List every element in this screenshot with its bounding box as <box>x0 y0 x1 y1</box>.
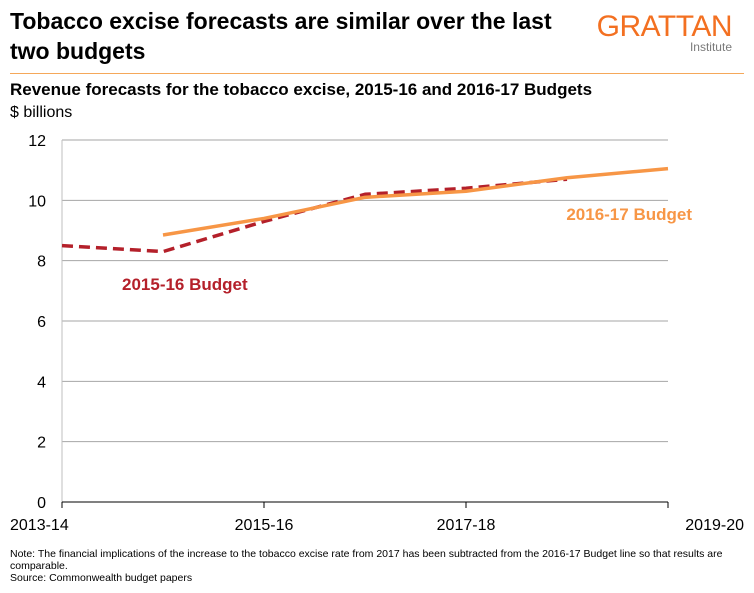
chart-footnote: Note: The financial implications of the … <box>10 548 744 584</box>
title-divider <box>10 73 744 74</box>
series-label-1: 2015-16 Budget <box>122 275 248 294</box>
x-tick-label: 2015-16 <box>235 517 294 534</box>
series-labels: 2015-16 Budget 2016-17 Budget <box>122 205 692 294</box>
x-tick-label: 2019-20 <box>685 517 744 534</box>
page-title: Tobacco excise forecasts are similar ove… <box>10 8 552 64</box>
series-line-1 <box>61 177 568 254</box>
y-axis-label: $ billions <box>10 104 73 121</box>
y-tick-label: 8 <box>37 254 46 271</box>
y-tick-labels: 0 2 4 6 8 10 12 <box>28 133 46 512</box>
y-tick-label: 6 <box>37 314 46 331</box>
y-tick-label: 0 <box>37 495 46 512</box>
y-tick-label: 12 <box>28 133 46 150</box>
gridlines <box>62 139 668 443</box>
x-tick-label: 2013-14 <box>10 517 69 534</box>
source-text: Source: Commonwealth budget papers <box>10 572 193 584</box>
x-axis <box>61 140 669 508</box>
logo-subtext: Institute <box>689 40 732 54</box>
logo-wordmark: GRATTAN <box>596 10 733 43</box>
y-tick-label: 4 <box>37 374 46 391</box>
grattan-logo: GRATTAN Institute <box>596 10 733 54</box>
chart-title: Revenue forecasts for the tobacco excise… <box>10 80 593 99</box>
note-text: Note: The financial implications of the … <box>10 548 723 572</box>
series-label-2: 2016-17 Budget <box>566 205 692 224</box>
y-tick-label: 2 <box>37 435 46 452</box>
x-tick-labels: 2013-14 2015-16 2017-18 2019-20 <box>10 517 744 534</box>
series-line-2 <box>162 166 669 237</box>
series-lines <box>61 166 669 254</box>
y-tick-label: 10 <box>28 193 46 210</box>
x-tick-label: 2017-18 <box>437 517 496 534</box>
